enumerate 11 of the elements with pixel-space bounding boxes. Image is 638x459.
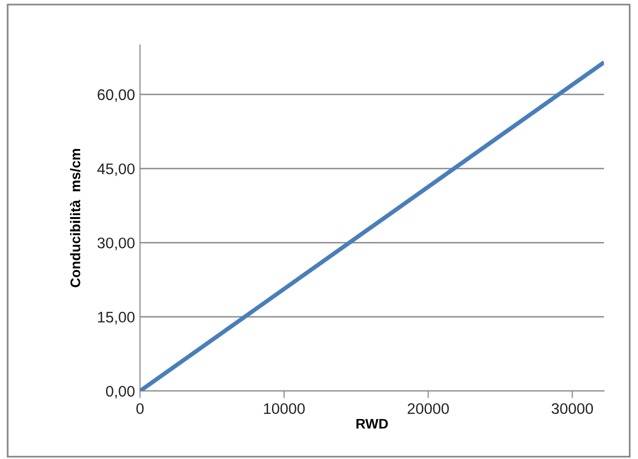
x-tick-label: 30000: [552, 403, 593, 414]
y-tick-label: 60,00: [98, 89, 135, 102]
y-tick-label: 45,00: [97, 163, 135, 176]
x-axis-title: RWD: [356, 418, 388, 428]
y-axis-title: Conducibilità ms/cm: [70, 149, 80, 288]
x-tick-label: 20000: [408, 403, 449, 414]
y-tick-label: 15,00: [98, 312, 135, 324]
x-tick-label: 10000: [264, 403, 305, 414]
y-tick-label: 0,00: [106, 386, 135, 398]
y-tick-label: 30,00: [97, 238, 135, 250]
x-tick-label: 0: [136, 403, 144, 414]
